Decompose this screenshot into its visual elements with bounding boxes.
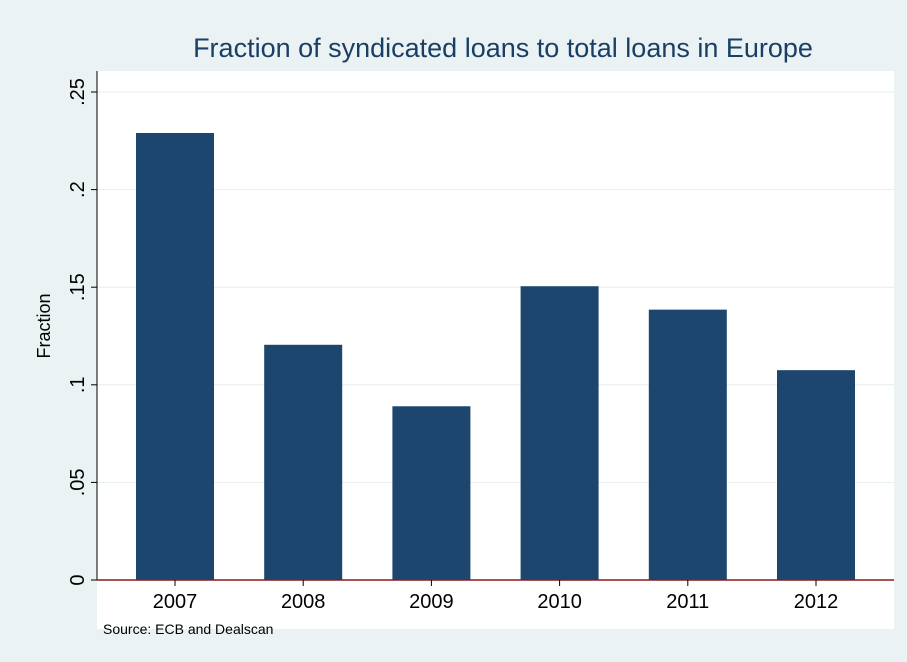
x-tick-label: 2012 — [794, 591, 839, 613]
source-note: Source: ECB and Dealscan — [103, 621, 273, 637]
x-tick-label: 2010 — [537, 591, 582, 613]
bar-2011 — [648, 309, 727, 580]
y-tick-label: 0 — [67, 574, 89, 585]
bars — [136, 132, 855, 580]
x-tick-label: 2007 — [153, 591, 198, 613]
x-tick-label: 2011 — [666, 591, 709, 613]
x-ticks: 2007 2008 2009 2010 2011 2012 — [153, 580, 839, 613]
gridlines — [97, 91, 894, 483]
x-tick-label: 2009 — [409, 591, 454, 613]
x-tick-label: 2008 — [281, 591, 326, 613]
chart-title: Fraction of syndicated loans to total lo… — [193, 33, 813, 63]
y-tick-label: .15 — [67, 273, 89, 301]
y-axis-label: Fraction — [34, 293, 54, 358]
bar-2010 — [520, 286, 599, 580]
y-ticks: 0 .05 .1 .15 .2 .25 — [67, 78, 97, 586]
bar-2008 — [264, 344, 343, 580]
bar-2012 — [777, 370, 855, 580]
y-tick-label: .25 — [67, 78, 89, 106]
y-tick-label: .2 — [67, 181, 89, 198]
y-tick-label: .1 — [67, 376, 89, 393]
y-tick-label: .05 — [67, 468, 89, 496]
bar-2009 — [392, 406, 471, 580]
plot-area — [97, 71, 894, 629]
bar-2007 — [136, 132, 214, 580]
